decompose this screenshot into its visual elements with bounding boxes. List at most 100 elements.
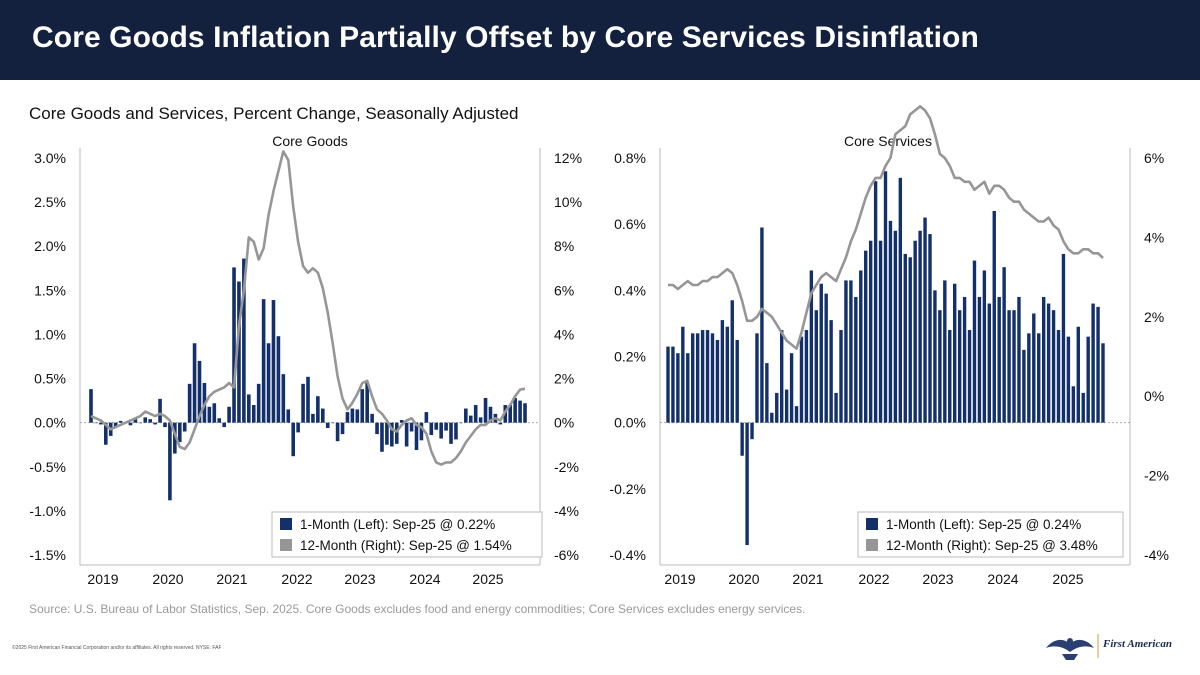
bar-1-month — [982, 270, 987, 423]
legend-swatch-line — [280, 539, 292, 551]
x-tick-label: 2021 — [216, 571, 247, 587]
bar-1-month — [207, 406, 212, 423]
bar-1-month — [251, 405, 256, 423]
bar-1-month — [814, 310, 818, 423]
bar-1-month — [1002, 267, 1006, 423]
bar-1-month — [409, 422, 414, 432]
right-tick-label: 6% — [554, 282, 574, 298]
bar-1-month — [340, 422, 345, 435]
bar-1-month — [168, 422, 172, 501]
bar-1-month — [1066, 336, 1071, 423]
bar-1-month — [725, 326, 730, 423]
x-tick-label: 2019 — [87, 571, 118, 587]
bar-1-month — [1041, 296, 1046, 423]
bar-1-month — [760, 227, 764, 423]
bar-1-month — [893, 230, 898, 423]
bar-1-month — [266, 343, 271, 423]
x-tick-label: 2025 — [1052, 571, 1083, 587]
bar-1-month — [943, 280, 947, 423]
bar-1-month — [197, 360, 202, 423]
bar-1-month — [676, 353, 680, 423]
bar-1-month — [745, 422, 749, 546]
bar-1-month — [1101, 343, 1105, 423]
chart-subtitle: Core Goods and Services, Percent Change,… — [29, 104, 519, 123]
bar-1-month — [844, 280, 848, 423]
left-tick-label: 0.8% — [614, 150, 646, 166]
bar-1-month — [345, 412, 350, 423]
bar-1-month — [898, 177, 903, 423]
bar-1-month — [1076, 326, 1080, 423]
bar-1-month — [256, 383, 261, 423]
bar-1-month — [681, 326, 685, 423]
bar-1-month — [824, 293, 828, 423]
bar-1-month — [799, 336, 804, 423]
bar-1-month — [380, 422, 384, 452]
bar-1-month — [1091, 303, 1095, 423]
bar-1-month — [414, 422, 419, 451]
left-tick-label: 1.0% — [34, 326, 66, 342]
bar-1-month — [419, 422, 424, 441]
bar-1-month — [1061, 253, 1066, 423]
x-tick-label: 2022 — [858, 571, 889, 587]
bar-1-month — [375, 422, 379, 435]
bar-1-month — [478, 417, 483, 423]
bar-1-month — [365, 382, 369, 423]
bar-1-month — [330, 422, 335, 424]
legend-box — [271, 511, 543, 558]
right-tick-label: 6% — [1144, 150, 1164, 166]
bar-1-month — [967, 330, 972, 423]
bar-1-month — [1022, 349, 1026, 423]
bar-1-month — [740, 422, 744, 456]
bar-1-month — [730, 300, 734, 423]
bar-1-month — [755, 333, 759, 423]
right-tick-label: 2% — [554, 371, 574, 387]
legend-label-bar: 1-Month (Left): Sep-25 @ 0.24% — [886, 517, 1081, 532]
bar-1-month — [873, 181, 878, 423]
right-tick-label: 0% — [1144, 388, 1164, 404]
bar-1-month — [247, 394, 251, 423]
brand-name: First American — [1103, 638, 1172, 650]
bar-1-month — [424, 412, 429, 423]
bar-1-month — [355, 409, 360, 423]
x-tick-label: 2024 — [987, 571, 1018, 587]
title-bar: Core Goods Inflation Partially Offset by… — [0, 0, 1200, 80]
bar-1-month — [320, 408, 325, 423]
bar-1-month — [1086, 336, 1090, 423]
bar-1-month — [1027, 333, 1031, 423]
bar-1-month — [735, 339, 739, 423]
bar-1-month — [138, 422, 143, 424]
bar-1-month — [498, 422, 503, 425]
bar-1-month — [908, 257, 912, 423]
bar-1-month — [750, 422, 754, 440]
bar-1-month — [809, 270, 814, 423]
x-tick-label: 2020 — [152, 571, 183, 587]
bar-1-month — [720, 320, 725, 423]
bar-1-month — [710, 333, 715, 423]
bar-1-month — [94, 422, 98, 424]
bar-1-month — [819, 283, 823, 423]
bar-1-month — [222, 422, 226, 428]
bar-1-month — [370, 413, 374, 423]
bar-1-month — [705, 330, 710, 423]
bar-1-month — [770, 412, 774, 423]
bar-1-month — [296, 422, 300, 433]
bar-1-month — [992, 210, 996, 423]
bar-1-month — [1081, 392, 1085, 423]
line-12-month — [668, 105, 1104, 350]
bar-1-month — [1037, 333, 1041, 423]
bar-1-month — [888, 220, 893, 423]
right-tick-label: 4% — [554, 326, 574, 342]
bar-1-month — [335, 422, 340, 442]
bar-1-month — [468, 415, 473, 423]
x-tick-label: 2023 — [344, 571, 375, 587]
bar-1-month — [390, 422, 394, 447]
left-tick-label: -1.5% — [29, 547, 66, 563]
right-tick-label: -2% — [554, 459, 579, 475]
bar-1-month — [173, 422, 177, 454]
bar-1-month — [518, 400, 522, 423]
bar-1-month — [918, 230, 922, 423]
bar-1-month — [878, 240, 883, 423]
right-tick-label: -2% — [1144, 468, 1169, 484]
bar-1-month — [261, 299, 266, 423]
